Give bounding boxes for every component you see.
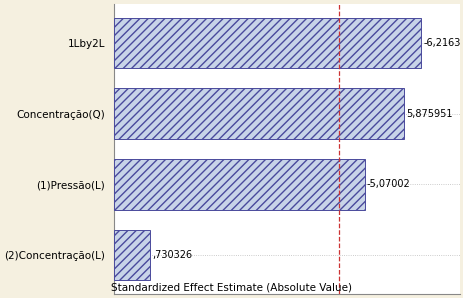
Bar xyxy=(114,229,150,280)
Bar xyxy=(114,88,403,139)
Bar xyxy=(114,159,364,210)
Text: Standardized Effect Estimate (Absolute Value): Standardized Effect Estimate (Absolute V… xyxy=(111,282,352,292)
Text: -6,2163: -6,2163 xyxy=(423,38,460,48)
Bar xyxy=(114,18,420,69)
Text: 5,875951: 5,875951 xyxy=(406,109,452,119)
Text: ,730326: ,730326 xyxy=(152,250,192,260)
Text: -5,07002: -5,07002 xyxy=(366,179,410,189)
